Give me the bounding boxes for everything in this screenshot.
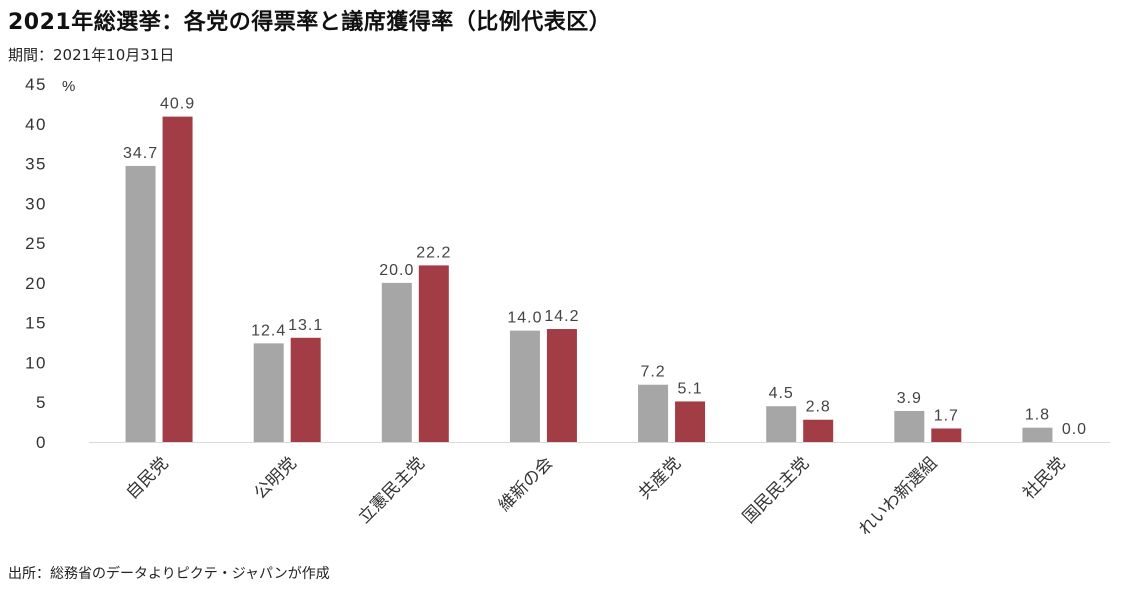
bar-series-2-5 [675,401,706,442]
chart-title: 2021年総選挙：各党の得票率と議席獲得率（比例代表区） [8,10,612,35]
bar-series-1-3 [381,282,412,442]
y-unit-label: % [62,78,75,95]
data-label-series-1-7: 3.9 [897,390,922,407]
y-tick-label: 45 [25,75,47,94]
category-label-8: 社民党 [1019,453,1069,503]
bar-series-2-4 [546,329,577,442]
bar-series-1-5 [638,384,669,442]
bar-series-2-6 [803,419,834,442]
data-label-series-2-3: 22.2 [416,244,451,261]
bar-series-1-2 [253,343,284,442]
y-tick-label: 20 [25,274,47,293]
bar-series-1-8 [1022,427,1053,442]
bar-series-1-7 [894,410,925,442]
y-tick-label: 35 [25,155,47,174]
bar-series-2-2 [290,337,321,442]
bar-series-1-1 [125,165,156,443]
chart-subtitle: 期間：2021年10月31日 [8,46,175,64]
category-label-7: れいわ新選組 [855,453,941,539]
bar-series-1-4 [509,330,540,442]
category-label-5: 共産党 [635,453,685,503]
data-label-series-1-6: 4.5 [769,385,794,402]
data-label-series-2-1: 40.9 [160,96,195,113]
data-label-series-2-5: 5.1 [677,380,702,397]
y-tick-label: 5 [36,393,47,412]
data-label-series-2-7: 1.7 [934,407,959,424]
data-label-series-1-4: 14.0 [507,310,542,327]
data-label-series-2-2: 13.1 [288,317,323,334]
data-label-series-1-5: 7.2 [640,364,665,381]
data-label-series-1-1: 34.7 [123,145,158,162]
y-tick-label: 30 [25,194,47,213]
bar-series-2-7 [931,428,962,442]
data-label-series-2-8: 0.0 [1062,421,1087,438]
y-tick-label: 40 [25,115,47,134]
data-label-series-2-4: 14.2 [544,308,579,325]
category-label-2: 公明党 [251,453,301,503]
y-tick-label: 25 [25,234,47,253]
data-label-series-1-2: 12.4 [251,322,286,339]
bar-series-1-6 [766,406,797,442]
y-tick-label: 10 [25,353,47,372]
y-tick-label: 0 [36,433,47,452]
category-label-4: 維新の会 [495,453,557,515]
y-tick-label: 15 [25,314,47,333]
data-label-series-1-8: 1.8 [1025,407,1050,424]
data-label-series-2-6: 2.8 [806,399,831,416]
category-label-3: 立憲民主党 [354,453,429,528]
bar-series-2-3 [418,265,449,442]
source-note: 出所：総務省のデータよりピクテ・ジャパンが作成 [8,566,330,582]
bar-series-2-1 [162,116,193,443]
category-label-6: 国民民主党 [739,453,813,527]
data-label-series-1-3: 20.0 [379,262,414,279]
category-label-1: 自民党 [122,453,172,503]
